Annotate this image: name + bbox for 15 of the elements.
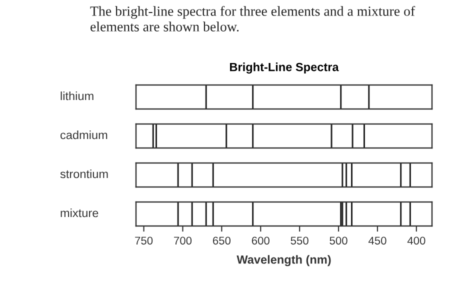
y-axis-title: lithium [60, 92, 94, 100]
x-tick-label: 400 [407, 236, 426, 245]
x-tick-label: 550 [290, 236, 308, 245]
y-axis-title: strontium [60, 169, 108, 178]
x-tick-label: 650 [212, 236, 231, 245]
y-axis-title: cadmium [60, 130, 108, 140]
y-axis-title: mixture [60, 208, 98, 218]
text: The bright-line spectra for three elements and a mixture of elements are shown below. [90, 6, 416, 32]
x-tick-label: 750 [135, 236, 153, 245]
x-tick-label: 700 [174, 236, 192, 245]
chart-title: Bright-Line Spectra [230, 62, 339, 74]
x-tick-label: 450 [368, 236, 386, 245]
x-tick-label: 500 [330, 236, 348, 245]
x-tick-label: 600 [252, 236, 270, 245]
x-axis-title: Wavelength (nm) [236, 255, 331, 266]
